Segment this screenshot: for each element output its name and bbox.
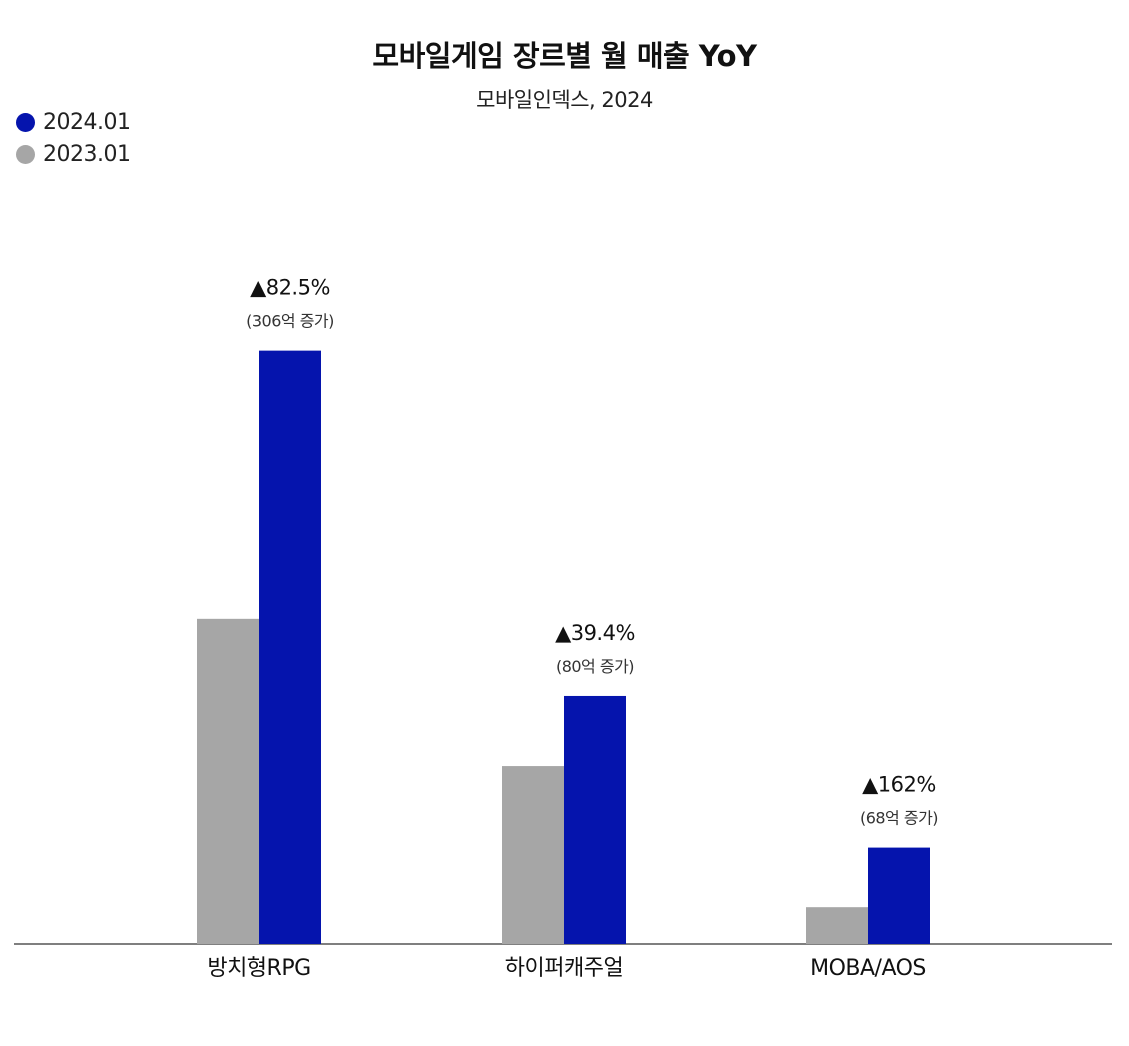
legend-label-2023: 2023.01 [43, 141, 131, 167]
chart-subtitle: 모바일인덱스, 2024 [476, 88, 653, 112]
legend-item-2024: 2024.01 [16, 106, 131, 138]
legend-item-2023: 2023.01 [16, 138, 131, 170]
bar-2024-01-1 [564, 695, 626, 944]
chart-title: 모바일게임 장르별 월 매출 YoY [372, 39, 757, 73]
legend: 2024.01 2023.01 [16, 106, 131, 170]
x-tick-label: MOBA/AOS [810, 956, 926, 981]
bar-2023-01-2 [806, 907, 868, 944]
legend-swatch-2024 [16, 112, 35, 132]
x-tick-label: 하이퍼캐주얼 [505, 956, 623, 981]
legend-label-2024: 2024.01 [43, 109, 131, 135]
bar-2023-01-1 [502, 766, 564, 944]
bar-2024-01-0 [259, 350, 321, 945]
growth-label: ▲82.5% [250, 276, 330, 300]
legend-swatch-2023 [16, 144, 35, 164]
bar-2024-01-2 [868, 847, 930, 944]
increase-label: (306억 증가) [246, 312, 334, 331]
increase-label: (68억 증가) [860, 809, 938, 828]
x-tick-label: 방치형RPG [207, 956, 310, 981]
bar-2023-01-0 [197, 618, 259, 944]
increase-label: (80억 증가) [556, 657, 634, 676]
growth-label: ▲162% [862, 773, 936, 797]
growth-label: ▲39.4% [555, 621, 635, 645]
